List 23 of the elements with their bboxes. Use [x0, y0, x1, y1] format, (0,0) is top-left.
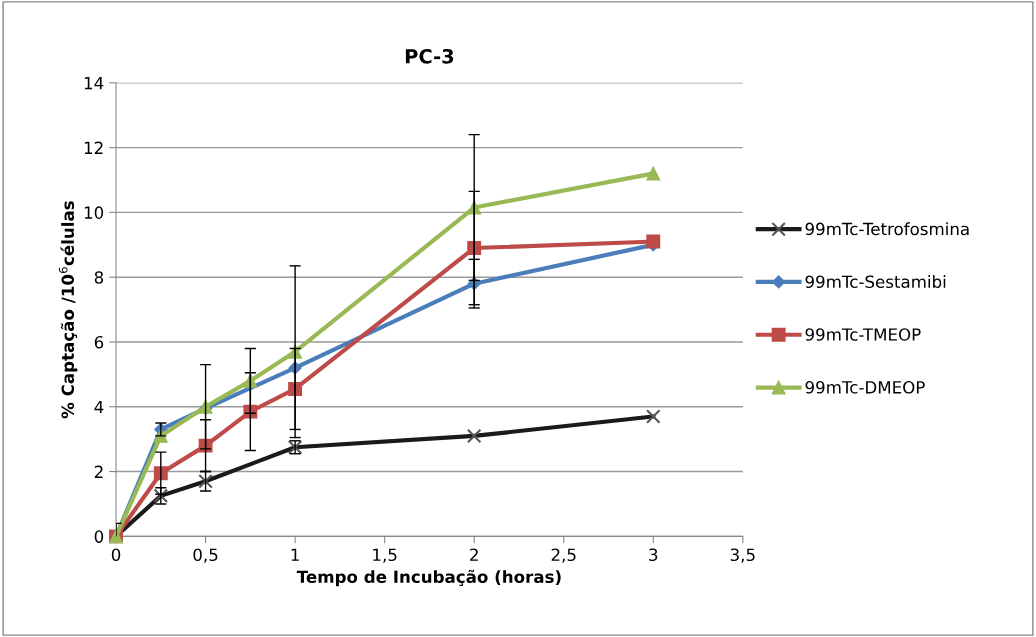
x-tick-label: 3,5: [730, 548, 755, 563]
x-tick-label: 1: [291, 548, 299, 561]
y-tick-label: 12: [84, 141, 103, 154]
x-tick-label: 2,5: [551, 548, 576, 563]
chart-title: PC-3: [405, 48, 454, 64]
legend-label: 99mTc-TMEOP: [805, 328, 921, 341]
legend-label: 99mTc-DMEOP: [805, 381, 925, 394]
y-tick-label: 4: [94, 400, 104, 414]
y-tick-label: 14: [84, 76, 104, 90]
legend-label: 99mTc-Tetrofosmina: [805, 222, 969, 236]
y-axis-title: % Captação /10$^{6}$células: [58, 201, 78, 419]
x-tick-label: 0,5: [193, 548, 218, 563]
x-axis-title: Tempo de Incubação (horas): [296, 569, 561, 587]
x-tick-label: 1,5: [373, 548, 397, 563]
legend-label: 99mTc-Sestamibi: [805, 275, 946, 289]
y-tick-label: 0: [94, 530, 104, 543]
y-tick-label: 10: [84, 206, 104, 219]
x-tick-label: 3: [649, 548, 658, 562]
y-tick-label: 8: [94, 271, 104, 284]
y-tick-label: 2: [94, 465, 103, 478]
y-tick-label: 6: [94, 335, 104, 349]
x-tick-label: 0: [111, 548, 121, 562]
x-tick-label: 2: [470, 548, 478, 561]
